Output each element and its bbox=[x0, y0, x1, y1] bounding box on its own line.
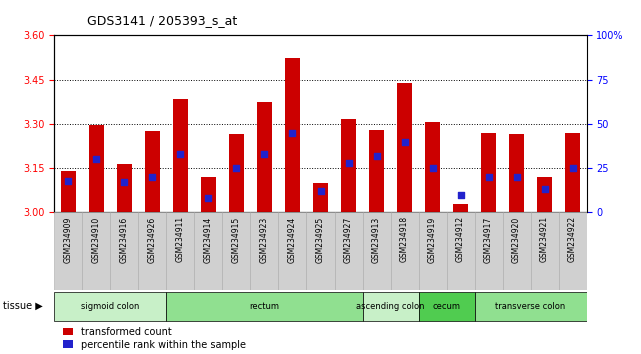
Point bbox=[231, 165, 242, 171]
Point bbox=[371, 153, 381, 159]
Text: GSM234909: GSM234909 bbox=[64, 216, 73, 263]
Text: tissue ▶: tissue ▶ bbox=[3, 301, 43, 311]
Bar bbox=[306, 212, 335, 290]
Point bbox=[119, 179, 129, 185]
Bar bbox=[453, 204, 468, 212]
Text: GSM234926: GSM234926 bbox=[148, 216, 157, 263]
Point bbox=[539, 187, 549, 192]
Text: GDS3141 / 205393_s_at: GDS3141 / 205393_s_at bbox=[87, 14, 237, 27]
Text: GSM234911: GSM234911 bbox=[176, 216, 185, 262]
Bar bbox=[537, 177, 552, 212]
Text: GSM234923: GSM234923 bbox=[260, 216, 269, 263]
Point bbox=[567, 165, 578, 171]
Text: sigmoid colon: sigmoid colon bbox=[81, 302, 140, 311]
Text: GSM234925: GSM234925 bbox=[316, 216, 325, 263]
Text: rectum: rectum bbox=[249, 302, 279, 311]
Text: GSM234910: GSM234910 bbox=[92, 216, 101, 263]
Bar bbox=[138, 212, 167, 290]
Text: GSM234920: GSM234920 bbox=[512, 216, 521, 263]
Bar bbox=[481, 133, 496, 212]
Bar bbox=[167, 212, 194, 290]
Bar bbox=[503, 212, 531, 290]
Point bbox=[344, 160, 354, 166]
Bar bbox=[229, 134, 244, 212]
Point bbox=[428, 165, 438, 171]
Bar bbox=[425, 122, 440, 212]
Bar bbox=[335, 212, 363, 290]
Text: GSM234917: GSM234917 bbox=[484, 216, 493, 263]
Bar bbox=[531, 212, 558, 290]
Bar bbox=[222, 212, 251, 290]
Text: GSM234915: GSM234915 bbox=[232, 216, 241, 263]
Text: GSM234922: GSM234922 bbox=[568, 216, 577, 262]
Bar bbox=[509, 134, 524, 212]
Point bbox=[483, 174, 494, 180]
Point bbox=[147, 174, 158, 180]
Bar bbox=[474, 212, 503, 290]
Bar bbox=[54, 292, 167, 321]
Bar bbox=[363, 212, 390, 290]
Text: ascending colon: ascending colon bbox=[356, 302, 425, 311]
Bar bbox=[558, 212, 587, 290]
Bar bbox=[278, 212, 306, 290]
Bar bbox=[251, 212, 278, 290]
Text: GSM234916: GSM234916 bbox=[120, 216, 129, 263]
Text: GSM234924: GSM234924 bbox=[288, 216, 297, 263]
Text: GSM234918: GSM234918 bbox=[400, 216, 409, 262]
Text: transverse colon: transverse colon bbox=[495, 302, 565, 311]
Bar bbox=[145, 131, 160, 212]
Point bbox=[203, 195, 213, 201]
Bar bbox=[201, 177, 216, 212]
Bar bbox=[447, 212, 474, 290]
Bar bbox=[61, 171, 76, 212]
Point bbox=[287, 130, 297, 136]
Bar bbox=[285, 58, 300, 212]
Legend: transformed count, percentile rank within the sample: transformed count, percentile rank withi… bbox=[60, 323, 249, 353]
Point bbox=[315, 188, 326, 194]
Bar bbox=[54, 212, 83, 290]
Point bbox=[176, 151, 186, 157]
Point bbox=[399, 139, 410, 144]
Text: cecum: cecum bbox=[433, 302, 460, 311]
Bar bbox=[117, 164, 132, 212]
Text: GSM234912: GSM234912 bbox=[456, 216, 465, 262]
Point bbox=[92, 156, 102, 162]
Bar bbox=[474, 292, 587, 321]
Bar bbox=[390, 212, 419, 290]
Bar bbox=[369, 130, 384, 212]
Bar bbox=[110, 212, 138, 290]
Bar bbox=[257, 102, 272, 212]
Bar bbox=[419, 292, 474, 321]
Point bbox=[512, 174, 522, 180]
Bar bbox=[565, 133, 580, 212]
Bar bbox=[313, 183, 328, 212]
Point bbox=[260, 151, 270, 157]
Bar bbox=[419, 212, 447, 290]
Bar bbox=[363, 292, 419, 321]
Text: GSM234927: GSM234927 bbox=[344, 216, 353, 263]
Bar bbox=[173, 99, 188, 212]
Text: GSM234914: GSM234914 bbox=[204, 216, 213, 263]
Text: GSM234921: GSM234921 bbox=[540, 216, 549, 262]
Bar bbox=[397, 82, 412, 212]
Bar bbox=[83, 212, 110, 290]
Point bbox=[455, 192, 465, 198]
Bar bbox=[89, 125, 104, 212]
Text: GSM234919: GSM234919 bbox=[428, 216, 437, 263]
Bar bbox=[341, 120, 356, 212]
Point bbox=[63, 178, 74, 183]
Bar bbox=[194, 212, 222, 290]
Bar bbox=[167, 292, 363, 321]
Text: GSM234913: GSM234913 bbox=[372, 216, 381, 263]
